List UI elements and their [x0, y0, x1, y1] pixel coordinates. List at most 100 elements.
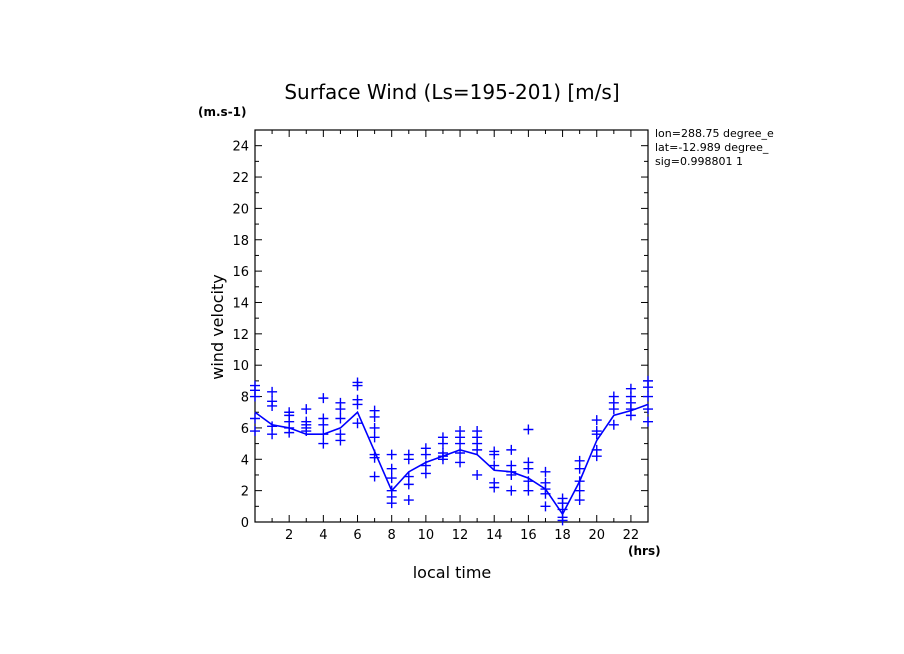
scatter-point	[489, 460, 500, 471]
scatter-point	[591, 429, 602, 440]
mean-wind-line	[254, 403, 649, 516]
y-tick-label: 8	[241, 391, 249, 406]
scatter-point	[591, 415, 602, 426]
scatter-point	[250, 391, 260, 402]
scatter-point	[403, 479, 414, 490]
scatter-point	[437, 438, 448, 449]
scatter-point	[523, 476, 534, 487]
scatter-point	[318, 438, 329, 449]
scatter-point	[540, 466, 551, 477]
scatter-point	[420, 449, 431, 460]
scatter-point	[352, 380, 363, 391]
scatter-point	[540, 501, 551, 512]
scatter-point	[574, 463, 585, 474]
y-tick-label: 10	[232, 359, 249, 374]
scatter-point	[318, 429, 329, 440]
x-tick-label: 12	[452, 528, 469, 543]
y-tick-label: 12	[232, 328, 249, 343]
x-tick-label: 6	[353, 528, 361, 543]
y-axis-label: wind velocity	[208, 274, 227, 379]
scatter-point	[643, 416, 653, 427]
scatter-point	[267, 400, 278, 411]
x-tick-label: 8	[388, 528, 396, 543]
x-tick-label: 16	[520, 528, 537, 543]
scatter-point	[250, 426, 260, 437]
x-tick-label: 10	[418, 528, 435, 543]
scatter-point	[574, 476, 585, 487]
scatter-point	[420, 468, 431, 479]
series-group	[250, 375, 653, 526]
y-tick-label: 20	[232, 202, 249, 217]
y-tick-label: 4	[241, 453, 249, 468]
scatter-point	[318, 419, 329, 430]
x-tick-label: 18	[554, 528, 571, 543]
scatter-point	[403, 454, 414, 465]
y-tick-label: 14	[232, 296, 249, 311]
scatter-point	[557, 515, 568, 526]
x-tick-label: 4	[319, 528, 327, 543]
y-tick-label: 18	[232, 234, 249, 249]
y-tick-label: 6	[241, 422, 249, 437]
y-tick-label: 24	[232, 140, 249, 155]
scatter-point	[625, 410, 636, 421]
scatter-point	[489, 449, 500, 460]
scatter-point	[643, 404, 653, 415]
scatter-point	[523, 463, 534, 474]
x-tick-label: 20	[588, 528, 605, 543]
scatter-point	[591, 451, 602, 462]
y-tick-label: 22	[232, 171, 249, 186]
y-unit-label: (m.s-1)	[198, 105, 247, 119]
scatter-point	[643, 391, 653, 402]
scatter-point	[267, 386, 278, 397]
scatter-point	[335, 404, 346, 415]
scatter-point	[403, 495, 414, 506]
x-tick-label: 2	[285, 528, 293, 543]
scatter-point	[386, 449, 397, 460]
scatter-point	[506, 485, 517, 496]
scatter-point	[506, 444, 517, 455]
scatter-point	[472, 444, 483, 455]
scatter-point	[369, 452, 380, 463]
scatter-point	[386, 463, 397, 474]
scatter-point	[643, 382, 653, 393]
scatter-point	[506, 469, 517, 480]
scatter-point	[335, 413, 346, 424]
scatter-point	[352, 399, 363, 410]
scatter-point	[574, 485, 585, 496]
scatter-point	[455, 438, 466, 449]
chart-title: Surface Wind (Ls=195-201) [m/s]	[284, 80, 619, 104]
scatter-point	[386, 473, 397, 484]
y-tick-label: 2	[241, 485, 249, 500]
x-unit-label: (hrs)	[628, 544, 661, 558]
scatter-point	[455, 457, 466, 468]
scatter-point	[301, 426, 312, 437]
scatter-point	[386, 498, 397, 509]
scatter-point	[574, 495, 585, 506]
scatter-point	[369, 471, 380, 482]
scatter-point	[608, 419, 619, 430]
info-lon: lon=288.75 degree_e	[655, 127, 774, 140]
scatter-point	[489, 482, 500, 493]
scatter-point	[369, 411, 380, 422]
scatter-point	[352, 418, 363, 429]
info-lat: lat=-12.989 degree_	[655, 141, 769, 154]
x-axis-label: local time	[413, 563, 492, 582]
scatter-point	[608, 404, 619, 415]
y-tick-label: 0	[241, 516, 249, 531]
scatter-point	[437, 454, 448, 465]
scatter-point	[540, 488, 551, 499]
scatter-point	[284, 427, 295, 438]
y-tick-label: 16	[232, 265, 249, 280]
x-tick-label: 14	[486, 528, 503, 543]
scatter-point	[267, 429, 278, 440]
scatter-point	[250, 413, 260, 424]
scatter-point	[335, 435, 346, 446]
scatter-point	[301, 404, 312, 415]
info-sig: sig=0.998801 1	[655, 155, 743, 168]
scatter-point	[472, 469, 483, 480]
scatter-point	[318, 393, 329, 404]
plot-frame	[254, 129, 649, 523]
x-tick-label: 22	[623, 528, 640, 543]
